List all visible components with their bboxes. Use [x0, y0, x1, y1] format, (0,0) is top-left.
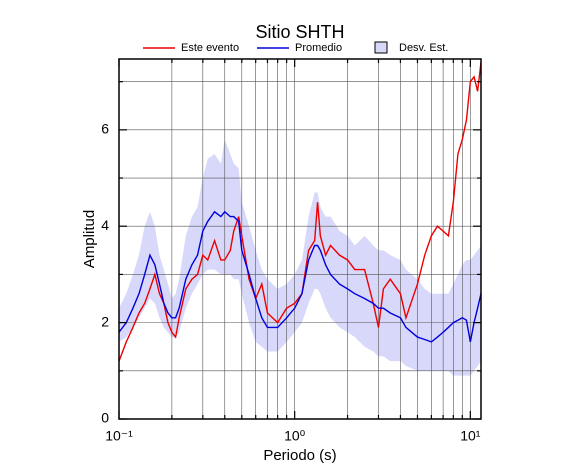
x-tick-label: 10¹: [460, 428, 481, 444]
y-tick-label: 6: [101, 121, 109, 137]
y-tick-label: 2: [101, 313, 109, 329]
x-tick-label: 10⁰: [284, 428, 306, 444]
series-line: [118, 210, 482, 343]
plot-area: 0 2 4 6 10⁻¹ 10⁰ 10¹: [101, 58, 482, 444]
y-tick-label: 0: [101, 410, 109, 426]
legend-label: Desv. Est.: [399, 42, 448, 54]
y-axis-label: Amplitud: [81, 210, 98, 268]
legend-label: Promedio: [295, 42, 342, 54]
legend-label: Este evento: [181, 42, 239, 54]
y-tick-label: 4: [101, 217, 109, 233]
legend: Este evento Promedio Desv. Est.: [143, 41, 448, 54]
x-axis-label: Periodo (s): [263, 447, 336, 464]
legend-swatch: [374, 41, 388, 54]
std-band: [119, 139, 481, 376]
chart-title: Sitio SHTH: [255, 22, 344, 42]
x-tick-label: 10⁻¹: [105, 428, 133, 444]
plot-frame: [118, 58, 482, 420]
series-line: [118, 62, 482, 362]
